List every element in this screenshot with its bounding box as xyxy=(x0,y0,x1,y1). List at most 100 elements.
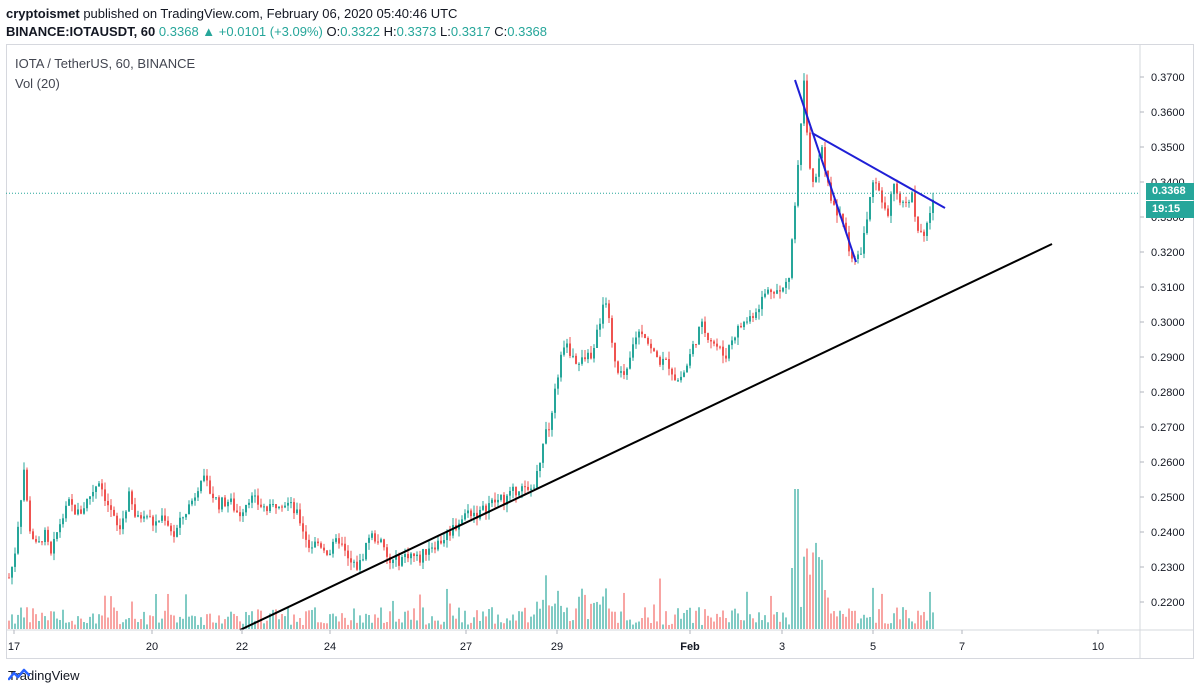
volume-bar xyxy=(515,620,517,629)
volume-bar xyxy=(656,621,658,629)
candle-body xyxy=(224,497,226,507)
volume-bar xyxy=(593,602,595,629)
volume-bar xyxy=(353,608,355,629)
time-tick-label: 24 xyxy=(324,641,336,653)
volume-bar xyxy=(224,619,226,629)
candle-body xyxy=(176,527,178,537)
volume-bar xyxy=(875,622,877,629)
candle-body xyxy=(374,533,376,542)
candle-body xyxy=(110,505,112,510)
candle-body xyxy=(833,200,835,205)
candle-body xyxy=(137,515,139,517)
candle-body xyxy=(893,183,895,195)
candle-body xyxy=(344,543,346,551)
volume-bar xyxy=(389,611,391,629)
volume-bar xyxy=(539,608,541,629)
candle-body xyxy=(422,549,424,563)
volume-bar xyxy=(878,609,880,629)
volume-bar xyxy=(626,620,628,629)
candle-body xyxy=(425,549,427,555)
candle-body xyxy=(71,499,73,505)
candle-body xyxy=(671,368,673,375)
candle-body xyxy=(191,500,193,505)
volume-bar xyxy=(74,624,76,629)
volume-bar xyxy=(503,623,505,629)
volume-bar xyxy=(212,622,214,629)
price-tick-label: 0.3200 xyxy=(1151,247,1185,259)
candle-body xyxy=(398,555,400,566)
candle-body xyxy=(83,508,85,514)
volume-bar xyxy=(356,622,358,629)
candle-body xyxy=(59,524,61,533)
overlay-layer xyxy=(6,79,1140,631)
volume-bar xyxy=(95,623,97,629)
volume-bar xyxy=(884,623,886,629)
change-value: +0.0101 (+3.09%) xyxy=(218,24,323,39)
author-name[interactable]: cryptoismet xyxy=(6,6,80,21)
volume-bar xyxy=(728,622,730,629)
volume-bar xyxy=(59,619,61,629)
volume-bar xyxy=(560,605,562,629)
volume-bar xyxy=(836,616,838,629)
volume-bar xyxy=(8,620,10,629)
chart-legend: IOTA / TetherUS, 60, BINANCE Vol (20) xyxy=(15,54,195,94)
volume-bar xyxy=(872,587,874,629)
candle-body xyxy=(566,343,568,348)
candle-body xyxy=(356,561,358,570)
volume-bar xyxy=(890,623,892,629)
candle-body xyxy=(419,554,421,563)
candle-body xyxy=(899,193,901,203)
candle-body xyxy=(758,309,760,313)
high-label: H: xyxy=(383,24,397,39)
candles-layer xyxy=(8,73,934,585)
candle-body xyxy=(764,293,766,297)
volume-bar xyxy=(140,619,142,629)
candle-body xyxy=(494,499,496,503)
candle-body xyxy=(557,377,559,389)
price-tick-label: 0.3500 xyxy=(1151,142,1185,154)
candle-body xyxy=(788,277,790,282)
candle-body xyxy=(65,505,67,519)
open-label: O: xyxy=(326,24,341,39)
candle-body xyxy=(131,491,133,505)
volume-bar xyxy=(110,596,112,629)
tradingview-footer[interactable]: TradingView xyxy=(8,668,80,683)
candle-body xyxy=(497,499,499,503)
volume-bar xyxy=(338,621,340,629)
volume-bar xyxy=(467,624,469,629)
candle-body xyxy=(926,222,928,236)
volume-bar xyxy=(554,603,556,629)
candle-body xyxy=(62,518,64,525)
candle-body xyxy=(212,493,214,499)
candle-body xyxy=(239,512,241,517)
volume-bar xyxy=(746,591,748,629)
candle-body xyxy=(14,553,16,567)
candle-body xyxy=(650,343,652,349)
volume-bar xyxy=(776,611,778,629)
volume-bar xyxy=(734,608,736,629)
volume-bar xyxy=(239,621,241,629)
volume-bar xyxy=(611,611,613,629)
candle-body xyxy=(620,371,622,373)
time-tick-label: 20 xyxy=(146,641,158,653)
volume-bar xyxy=(506,618,508,629)
candle-body xyxy=(695,344,697,346)
candle-body xyxy=(362,559,364,561)
volume-bar xyxy=(701,624,703,629)
volume-bar xyxy=(548,605,550,629)
candle-body xyxy=(335,538,337,542)
chart-frame[interactable] xyxy=(6,44,1194,659)
volume-bar xyxy=(308,610,310,629)
volume-bar xyxy=(845,616,847,629)
candle-body xyxy=(443,540,445,544)
volume-bar xyxy=(908,618,910,629)
candle-body xyxy=(284,505,286,508)
candle-body xyxy=(689,354,691,366)
volume-bar xyxy=(209,613,211,629)
candle-body xyxy=(773,292,775,294)
volume-bar xyxy=(218,615,220,629)
candle-body xyxy=(725,355,727,359)
volume-bar xyxy=(350,620,352,629)
volume-bar xyxy=(473,617,475,629)
